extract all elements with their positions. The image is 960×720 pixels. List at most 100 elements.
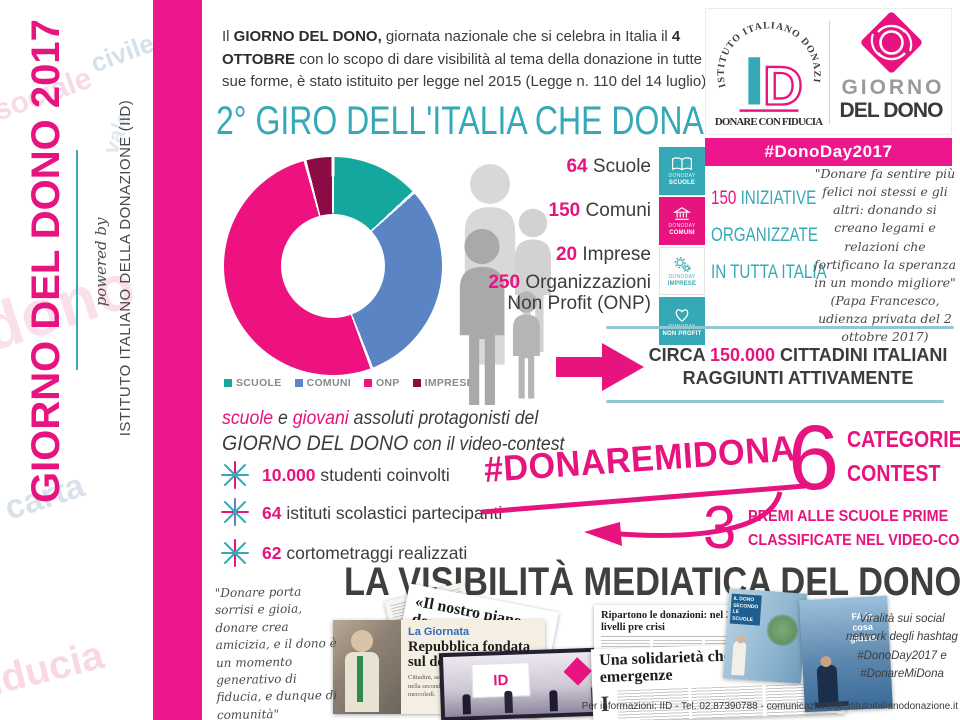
quote-papa-francesco: "Donare fa sentire più felici noi stessi… xyxy=(812,165,958,346)
vertical-divider-line xyxy=(76,150,78,370)
iid-underline xyxy=(739,109,799,112)
quote-mattarella: "Donare porta sorrisi e gioia, donare cr… xyxy=(215,583,346,720)
intro-text: Il xyxy=(222,28,234,45)
reach-number: 150.000 xyxy=(709,345,776,365)
tv-diamond-logo xyxy=(563,657,592,686)
iid-tagline: DONARE CON FIDUCIA xyxy=(715,116,823,128)
legend-label: IMPRESE xyxy=(424,377,474,389)
legend-item: SCUOLE xyxy=(224,377,282,389)
donut-chart xyxy=(224,157,442,375)
bullet-istituti: 64 istituti scolastici partecipanti xyxy=(262,503,502,524)
bullet-label: cortometraggi realizzati xyxy=(281,543,468,563)
legend-label: ONP xyxy=(375,377,400,389)
virality-note: Viralità sui social network degli hashta… xyxy=(846,613,958,681)
bullet-label: istituti scolastici partecipanti xyxy=(281,503,503,523)
initiatives-block: 150 INIZIATIVE ORGANIZZATE IN TUTTA ITAL… xyxy=(711,180,827,291)
legend-swatch-scuole xyxy=(224,379,232,387)
stat-label: Imprese xyxy=(577,244,651,265)
gdd-swirl xyxy=(879,30,904,55)
initiatives-number: 150 xyxy=(711,188,737,209)
contest-intro: scuole e giovani assoluti protagonisti d… xyxy=(222,406,564,457)
logo-divider xyxy=(829,21,830,124)
legend-swatch-imprese xyxy=(412,379,421,387)
category-badges: DONODAY SCUOLE DONODAY COMUNI DONODAY IM… xyxy=(659,147,705,347)
bullet-label: studenti coinvolti xyxy=(315,465,450,485)
arrow-right-icon xyxy=(556,343,644,391)
reach-text: CITTADINI ITALIANI xyxy=(775,345,948,365)
reach-text: CIRCA xyxy=(648,345,710,365)
powered-by-label: powered by xyxy=(92,217,110,307)
legend-item: COMUNI xyxy=(294,377,351,389)
clip-headline: Ripartono le donazioni: nel 2016 tornate… xyxy=(601,610,793,633)
quote-attribution: (Papa Francesco, udienza privata del 2 o… xyxy=(818,292,952,345)
premi-line1: PREMI ALLE SCUOLE PRIME xyxy=(748,508,949,525)
giorno-del-dono-logo: GIORNO DEL DONO xyxy=(840,12,944,122)
gdd-diamond xyxy=(861,12,922,73)
star-bullet-icon xyxy=(221,539,249,567)
bullet-number: 62 xyxy=(262,543,282,563)
section-title-giro: 2° GIRO DELL'ITALIA CHE DONA xyxy=(216,99,704,143)
contest-highlight: giovani xyxy=(292,408,349,429)
badge-label: COMUNI xyxy=(669,230,695,236)
legend-label: COMUNI xyxy=(306,377,351,389)
legend-swatch-comuni xyxy=(294,379,303,387)
star-bullet-icon xyxy=(221,498,249,526)
bullet-number: 64 xyxy=(262,503,282,523)
tv-id-logo: ID xyxy=(493,671,509,689)
pope-photo xyxy=(333,620,401,714)
separator-line xyxy=(606,400,944,403)
badge-label: NON PROFIT xyxy=(662,330,702,337)
stat-value: 150 xyxy=(548,200,581,221)
bullet-cortometraggi: 62 cortometraggi realizzati xyxy=(262,543,467,564)
donoday-hashtag-ribbon: #DonoDay2017 xyxy=(705,138,952,166)
quote-text: "Donare porta sorrisi e gioia, donare cr… xyxy=(214,584,338,720)
legend-item: ONP xyxy=(363,377,400,389)
contest-text: assoluti protagonisti del xyxy=(348,408,539,429)
stat-value: 250 xyxy=(488,272,521,293)
stat-value: 20 xyxy=(555,244,578,265)
reach-statement: CIRCA 150.000 CITTADINI ITALIANI RAGGIUN… xyxy=(638,344,958,391)
badge-imprese: DONODAY IMPRESE xyxy=(659,247,705,295)
stat-label: Comuni xyxy=(580,200,651,221)
tv-caption: IL DONO SECONDO LE SCUOLE xyxy=(729,593,762,626)
initiatives-text: IN TUTTA ITALIA xyxy=(711,262,827,283)
stat-label: Non Profit (ONP) xyxy=(507,293,651,314)
star-bullet-icon xyxy=(221,461,249,489)
hashtag-underline-arrow xyxy=(481,483,806,546)
gdd-text-giorno: GIORNO xyxy=(842,76,942,99)
separator-line xyxy=(606,326,954,329)
quote-text: "Donare fa sentire più felici noi stessi… xyxy=(813,166,957,290)
contest-text-caps: GIORNO DEL DONO xyxy=(222,432,409,455)
watermark-text: civile xyxy=(86,27,159,79)
stat-label: Organizzazioni xyxy=(520,272,651,293)
chart-legend: SCUOLE COMUNI ONP IMPRESE xyxy=(224,377,474,389)
bank-icon xyxy=(672,207,692,220)
badge-comuni: DONODAY COMUNI xyxy=(659,197,705,245)
initiatives-text: ORGANIZZATE xyxy=(711,225,818,246)
stat-scuole: 64 Scuole xyxy=(566,157,651,177)
reach-text: RAGGIUNTI ATTIVAMENTE xyxy=(682,368,914,389)
contest-label: CONTEST xyxy=(847,460,941,486)
badge-top-text: DONODAY xyxy=(668,273,696,280)
premi-line2: CLASSIFICATE NEL VIDEO-CONTEST xyxy=(748,532,960,549)
contest-text: e xyxy=(273,408,293,429)
gears-icon xyxy=(674,256,691,272)
contest-text: con il video-contest xyxy=(408,434,565,455)
event-title-vertical: GIORNO DEL DONO 2017 xyxy=(24,19,68,503)
stat-comuni: 150 Comuni xyxy=(549,201,651,221)
magenta-side-bar xyxy=(153,0,202,720)
watermark-text: fiducia xyxy=(0,633,109,707)
stat-value: 64 xyxy=(566,156,588,177)
stat-onp: 250 Organizzazioni Non Profit (ONP) xyxy=(488,272,651,314)
book-icon xyxy=(672,156,692,170)
intro-text: giornata nazionale che si celebra in Ita… xyxy=(381,28,672,45)
legend-item: IMPRESE xyxy=(412,377,474,389)
intro-text: con lo scopo di dare visibilità al tema … xyxy=(222,50,718,91)
badge-top-text: DONODAY xyxy=(668,172,696,179)
stat-label: Scuole xyxy=(587,156,651,177)
badge-non-profit: DONODAY NON PROFIT xyxy=(659,297,705,345)
logos-panel: ISTITUTO ITALIANO DONAZIONE D DONARE CON… xyxy=(705,8,952,135)
iid-logo: ISTITUTO ITALIANO DONAZIONE D DONARE CON… xyxy=(710,13,823,128)
intro-paragraph: Il GIORNO DEL DONO, giornata nazionale c… xyxy=(222,26,722,94)
